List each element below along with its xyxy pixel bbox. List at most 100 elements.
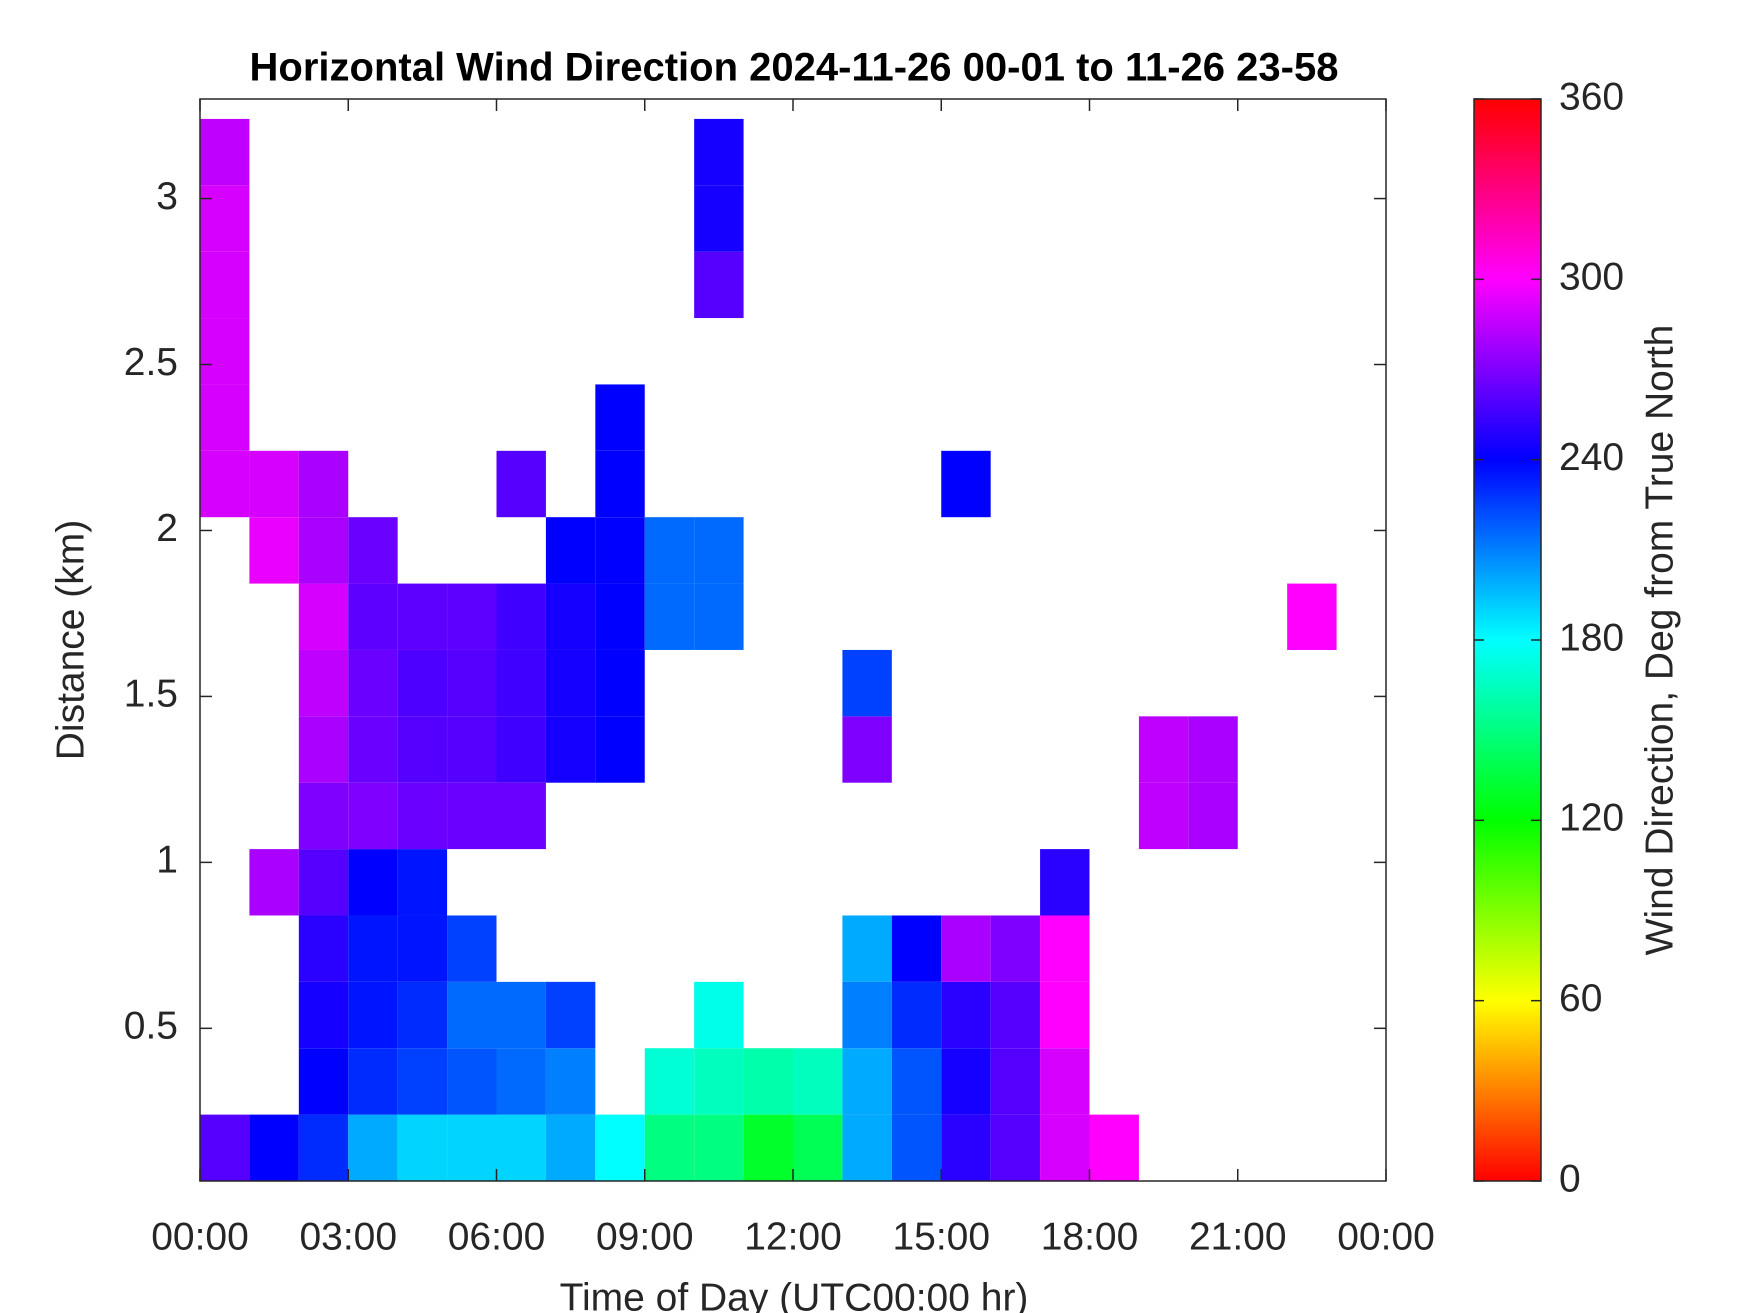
heat-cell <box>348 1048 398 1115</box>
heat-cell <box>891 1114 942 1181</box>
heat-cell <box>447 1048 497 1115</box>
colorbar-tick-label: 0 <box>1559 1157 1581 1200</box>
heat-cell <box>249 517 299 584</box>
heat-cell <box>496 981 546 1049</box>
heat-cell <box>743 1048 793 1115</box>
heat-cell <box>348 583 398 650</box>
heat-cell <box>348 716 398 783</box>
heat-cell <box>397 915 448 982</box>
heat-cell <box>990 1048 1041 1115</box>
heat-cell <box>348 649 398 717</box>
heat-cell <box>842 1114 892 1181</box>
heat-cell <box>298 1048 349 1115</box>
heat-cell <box>595 716 645 783</box>
heat-cell <box>990 981 1041 1049</box>
heat-cell <box>298 981 349 1049</box>
heat-cell <box>1188 782 1238 850</box>
x-tick-label: 15:00 <box>892 1215 990 1258</box>
heat-cell <box>200 251 250 319</box>
heat-cell <box>496 649 546 717</box>
heat-cell <box>694 118 744 186</box>
heat-cell <box>348 517 398 584</box>
x-tick-label: 18:00 <box>1041 1215 1139 1258</box>
heat-cell <box>545 716 596 783</box>
heat-cell <box>842 981 892 1049</box>
heat-cell <box>496 450 546 518</box>
heat-cell <box>200 318 250 385</box>
heat-cell <box>1188 716 1238 783</box>
heat-cell <box>348 849 398 916</box>
chart-title: Horizontal Wind Direction 2024-11-26 00-… <box>250 46 1339 90</box>
colorbar-tick-label: 300 <box>1559 256 1624 299</box>
x-tick-label: 12:00 <box>744 1215 842 1258</box>
heat-cell <box>397 583 448 650</box>
heat-cell <box>545 1048 596 1115</box>
colorbar-label: Wind Direction, Deg from True North <box>1638 325 1681 956</box>
heat-cell <box>694 1048 744 1115</box>
heat-cell <box>397 981 448 1049</box>
heat-cell <box>348 981 398 1049</box>
heat-cell <box>348 1114 398 1181</box>
x-axis-label: Time of Day (UTC00:00 hr) <box>560 1276 1029 1313</box>
heat-cell <box>249 450 299 518</box>
x-tick-label: 00:00 <box>1337 1215 1435 1258</box>
heat-cell <box>397 716 448 783</box>
heat-cell <box>694 981 744 1049</box>
colorbar-tick-label: 360 <box>1559 75 1624 118</box>
heat-cell <box>200 118 250 186</box>
heat-cell <box>1138 782 1189 850</box>
y-axis-label: Distance (km) <box>49 520 92 761</box>
heat-cell <box>397 849 448 916</box>
heat-cell <box>1040 1114 1090 1181</box>
heat-cell <box>891 915 942 982</box>
heat-cell <box>298 1114 349 1181</box>
colorbar-tick-label: 60 <box>1559 977 1602 1020</box>
heat-cell <box>694 1114 744 1181</box>
heat-cell <box>447 583 497 650</box>
heat-cell <box>397 782 448 850</box>
heat-cell <box>200 450 250 518</box>
colorbar-tick-label: 120 <box>1559 797 1624 840</box>
y-tick-label: 1.5 <box>124 673 178 716</box>
heat-cell <box>1040 915 1090 982</box>
heat-cell <box>842 915 892 982</box>
heat-cell <box>694 251 744 319</box>
heat-cell <box>397 1114 448 1181</box>
heat-cell <box>644 1114 695 1181</box>
heat-cell <box>1040 981 1090 1049</box>
x-tick-label: 06:00 <box>448 1215 546 1258</box>
y-tick-label: 2.5 <box>124 341 178 384</box>
heat-cell <box>743 1114 793 1181</box>
heat-cell <box>545 583 596 650</box>
heat-cell <box>249 849 299 916</box>
heat-cell <box>298 849 349 916</box>
heat-cell <box>694 583 744 650</box>
colorbar <box>1473 98 1542 1182</box>
heat-cell <box>842 1048 892 1115</box>
heat-cell <box>941 1114 991 1181</box>
heat-cell <box>397 1048 448 1115</box>
heat-cell <box>1040 849 1090 916</box>
heat-cell <box>891 1048 942 1115</box>
heat-cell <box>496 583 546 650</box>
heat-cell <box>496 782 546 850</box>
heat-cell <box>298 517 349 584</box>
heat-cell <box>298 583 349 650</box>
heat-cell <box>644 1048 695 1115</box>
heat-cell <box>447 782 497 850</box>
colorbar-tick-label: 180 <box>1559 616 1624 659</box>
heat-cell <box>595 583 645 650</box>
heat-cell <box>447 981 497 1049</box>
heat-cell <box>447 649 497 717</box>
heat-cell <box>595 649 645 717</box>
heat-cell <box>990 915 1041 982</box>
heat-cell <box>1089 1114 1139 1181</box>
heat-cell <box>496 716 546 783</box>
heat-cell <box>447 1114 497 1181</box>
colorbar-tick-label: 240 <box>1559 436 1624 479</box>
heat-cell <box>990 1114 1041 1181</box>
heat-cell <box>298 450 349 518</box>
heat-cell <box>545 517 596 584</box>
heat-cell <box>842 716 892 783</box>
